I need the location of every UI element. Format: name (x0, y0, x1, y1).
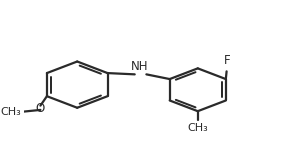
Text: F: F (224, 54, 230, 67)
Text: CH₃: CH₃ (0, 107, 21, 117)
Text: CH₃: CH₃ (187, 123, 208, 133)
Text: O: O (36, 102, 45, 115)
Text: NH: NH (131, 61, 149, 74)
